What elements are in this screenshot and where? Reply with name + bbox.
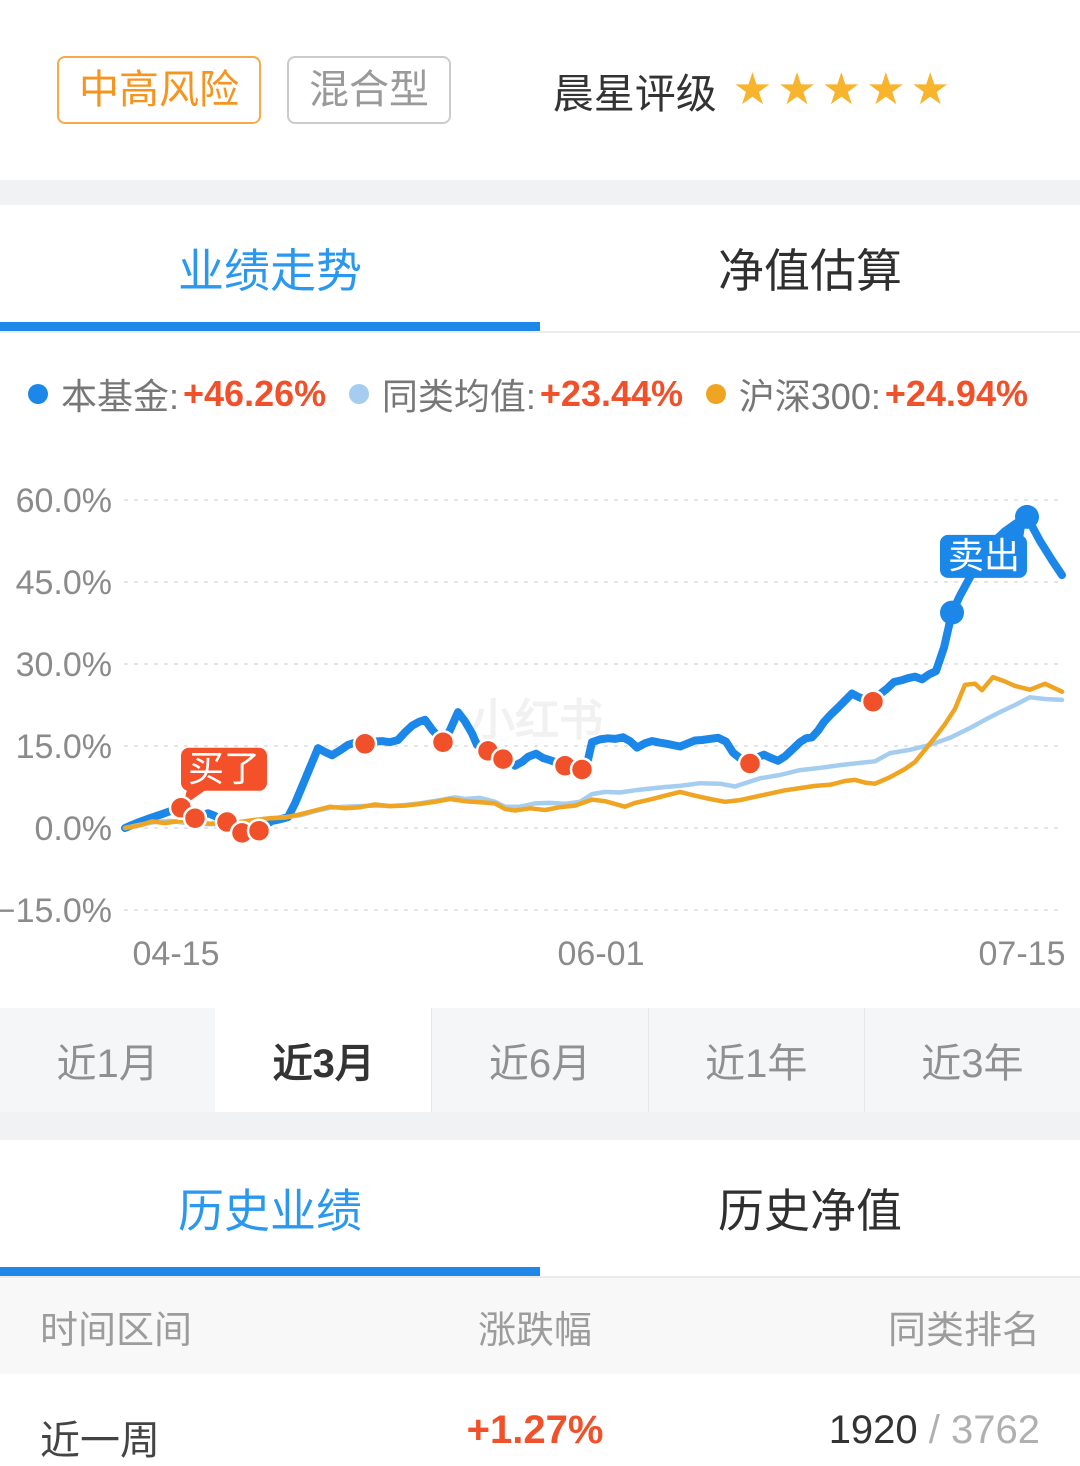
- buy-badge: [181, 747, 267, 791]
- active-tab-underline: [0, 1267, 540, 1276]
- legend-item-同类均值: 同类均值: +23.44%: [348, 368, 684, 420]
- trade-dot: [246, 818, 272, 843]
- y-axis-label: −15.0%: [0, 892, 112, 930]
- period-tabbar: 近1月 近3月 近6月 近1年 近3年: [0, 1008, 1080, 1112]
- sell-badge: [940, 534, 1027, 578]
- event-dot: [1015, 504, 1039, 529]
- y-axis-label: 45.0%: [16, 564, 112, 602]
- period-tab-1[interactable]: 近1月: [56, 1042, 159, 1086]
- sell-badge-label: 卖出: [948, 535, 1020, 576]
- trade-dot: [490, 746, 516, 772]
- rank-total: 3762: [951, 1408, 1040, 1452]
- fund-header: 中高风险 混合型 晨星评级 ★★★★★: [0, 0, 1080, 180]
- trade-dot: [352, 731, 378, 757]
- table-header-cell: 涨跌幅: [477, 1309, 592, 1352]
- active-tab-underline: [0, 322, 540, 331]
- period-tab-4[interactable]: 近1年: [647, 1008, 864, 1112]
- x-axis-label: 06-01: [558, 935, 645, 973]
- period-tab-5[interactable]: 近3年: [863, 1008, 1080, 1112]
- hs300-line: [122, 674, 1065, 831]
- buy-badge-label: 买了: [188, 748, 260, 789]
- tab-performance-trend[interactable]: 业绩走势: [178, 245, 362, 297]
- performance-chart[interactable]: 60.0% 45.0% 30.0% 15.0% 0.0% −15.0% 04-15 06-01…: [0, 455, 1080, 1008]
- tab-history-performance[interactable]: 历史业绩: [178, 1185, 362, 1237]
- table-header: 时间区间 涨跌幅 同类排名: [0, 1278, 1080, 1374]
- trade-dot: [860, 689, 886, 714]
- legend-dot-icon: [705, 384, 726, 404]
- rating-label: 晨星评级: [552, 71, 717, 117]
- table-header-cell: 时间区间: [40, 1309, 193, 1352]
- tab-history-nav[interactable]: 历史净值: [718, 1185, 902, 1237]
- legend-value: +24.94%: [884, 373, 1028, 414]
- table-row[interactable]: 近一周 +1.27% 1920 / 3762: [0, 1374, 1080, 1463]
- rank-value: 1920: [828, 1408, 918, 1452]
- rank-separator: /: [917, 1408, 952, 1452]
- legend-label: 本基金:: [61, 376, 180, 417]
- event-dot: [940, 600, 964, 625]
- x-axis-label: 07-15: [979, 935, 1066, 973]
- legend-item-本基金: 本基金: +46.26%: [28, 368, 326, 420]
- legend-dot-icon: [348, 384, 369, 404]
- legend-dot-icon: [28, 384, 48, 404]
- row-rank: 1920 / 3762: [700, 1408, 1040, 1453]
- table-header-cell: 同类排名: [887, 1309, 1040, 1352]
- legend-label: 同类均值:: [381, 376, 536, 417]
- star-rating-icons: ★★★★★: [732, 65, 955, 114]
- trade-dot: [569, 757, 595, 782]
- row-period: 近一周: [40, 1419, 160, 1463]
- fund-type-badge: 混合型: [287, 56, 451, 124]
- y-axis-label: 30.0%: [16, 646, 112, 684]
- morningstar-rating: 晨星评级 ★★★★★: [553, 60, 955, 120]
- y-axis-label: 60.0%: [16, 482, 112, 520]
- trade-dot: [430, 729, 456, 755]
- trade-dot: [737, 751, 763, 776]
- y-axis-label: 15.0%: [16, 728, 112, 766]
- section-divider: [0, 1112, 1080, 1140]
- legend-label: 沪深300:: [738, 376, 881, 417]
- period-tab-3[interactable]: 近6月: [431, 1008, 647, 1112]
- history-tabbar: 历史业绩 历史净值: [0, 1140, 1080, 1278]
- tab-nav-estimate[interactable]: 净值估算: [718, 245, 902, 297]
- risk-level-badge: 中高风险: [57, 56, 261, 124]
- watermark: 小红书: [471, 696, 603, 745]
- legend-value: +23.44%: [539, 373, 684, 414]
- y-axis-label: 0.0%: [35, 810, 113, 848]
- period-tab-2[interactable]: 近3月: [215, 1008, 432, 1112]
- trade-dot: [182, 805, 208, 831]
- legend-item-沪深300: 沪深300: +24.94%: [705, 368, 1028, 420]
- section-divider: [0, 180, 1080, 205]
- x-axis-label: 04-15: [133, 935, 220, 973]
- chart-tabbar: 业绩走势 净值估算: [0, 205, 1080, 333]
- legend-value: +46.26%: [183, 373, 327, 414]
- chart-legend: 本基金: +46.26% 同类均值: +23.44% 沪深300: +24.94%: [0, 333, 1080, 455]
- row-change: +1.27%: [466, 1408, 604, 1452]
